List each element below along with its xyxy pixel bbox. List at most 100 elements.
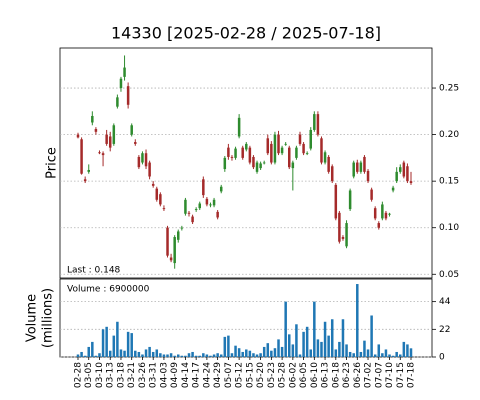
x-tick-label: 03-21 — [127, 362, 137, 388]
volume-bar — [273, 348, 277, 357]
volume-axis-label: Volume — [25, 294, 40, 342]
volume-bar — [399, 354, 402, 357]
x-tick-label: 07-07 — [374, 362, 384, 388]
volume-bar — [291, 344, 295, 357]
volume-bar — [280, 346, 284, 357]
x-tick-label: 06-13 — [321, 362, 331, 388]
volume-bar — [377, 344, 381, 357]
x-tick-label: 04-29 — [213, 362, 223, 388]
volume-bar — [87, 346, 90, 357]
candle-body — [366, 170, 370, 182]
volume-bar — [169, 353, 173, 357]
x-tick-label: 07-10 — [385, 362, 395, 388]
candle-body — [212, 199, 216, 206]
candle-body — [173, 237, 176, 264]
volume-bar — [270, 350, 273, 357]
volume-bar — [177, 354, 180, 357]
candle-body — [108, 136, 112, 148]
x-tick-label: 02-28 — [74, 362, 84, 388]
candle-body — [313, 114, 316, 130]
candle-body — [162, 208, 166, 210]
candle-body — [194, 209, 198, 211]
volume-bar — [262, 346, 266, 357]
volume-bar — [173, 355, 176, 357]
candle-body — [356, 162, 359, 172]
volume-bar — [309, 349, 312, 357]
volume-bar — [112, 335, 116, 357]
volume-bar — [302, 331, 305, 357]
volume-bar — [216, 353, 219, 357]
volume-bar — [219, 354, 223, 357]
x-tick-label: 05-07 — [224, 362, 234, 388]
candle-body — [137, 156, 141, 168]
candle-body — [76, 134, 80, 138]
candle-body — [252, 156, 255, 168]
volume-bar — [338, 341, 341, 357]
volume-bar — [255, 354, 259, 357]
volume-bar — [137, 351, 141, 357]
x-tick-label: 07-18 — [407, 362, 417, 388]
candle-body — [219, 186, 223, 192]
candle-body — [320, 138, 323, 163]
candle-body — [402, 162, 406, 177]
volume-bar — [184, 355, 187, 357]
candle-body — [330, 166, 334, 182]
volume-bar — [151, 351, 155, 357]
candle-body — [126, 86, 130, 105]
volume-bar — [80, 351, 83, 357]
volume-bar — [313, 301, 316, 357]
candle-body — [180, 227, 184, 229]
candle-body — [363, 156, 366, 172]
x-tick-label: 05-28 — [278, 362, 288, 388]
candle-body — [101, 153, 105, 156]
candle-body — [381, 204, 384, 219]
candle-body — [370, 189, 373, 200]
volume-bar — [212, 354, 216, 357]
candle-body — [177, 231, 180, 240]
volume-bar — [187, 353, 191, 357]
candle-body — [255, 162, 259, 172]
volume-bar — [159, 353, 162, 357]
candle-body — [80, 139, 83, 174]
candle-body — [406, 166, 409, 182]
x-tick-label: 03-18 — [116, 362, 126, 388]
volume-annotation: Volume : 6900000 — [67, 285, 150, 295]
volume-bar — [223, 336, 227, 357]
y-tick-label: 0.25 — [439, 84, 459, 94]
x-tick-label: 05-15 — [245, 362, 255, 388]
volume-bar — [198, 355, 201, 357]
candle-body — [302, 143, 305, 154]
volume-bar — [402, 341, 406, 357]
volume-bar — [134, 350, 137, 357]
volume-tick-label: 22 — [439, 325, 450, 335]
volume-bar — [180, 355, 184, 357]
candle-body — [316, 114, 320, 135]
candle-body — [399, 167, 402, 172]
candle-body — [409, 181, 413, 184]
candle-body — [191, 216, 194, 223]
volume-bar — [363, 340, 366, 357]
volume-bar — [191, 351, 194, 357]
candle-body — [334, 184, 338, 219]
volume-bar — [194, 355, 198, 357]
volume-bar — [259, 353, 262, 357]
candle-body — [155, 188, 159, 200]
volume-bar — [359, 351, 363, 357]
volume-bar — [105, 326, 108, 357]
volume-bar — [202, 353, 205, 357]
volume-bar — [409, 348, 413, 357]
x-tick-label: 04-03 — [159, 362, 169, 388]
candle-body — [295, 147, 298, 158]
chart-title: 14330 [2025-02-28 / 2025-07-18] — [111, 24, 381, 43]
volume-bar — [144, 349, 148, 357]
candle-body — [166, 227, 169, 256]
volume-bar — [76, 354, 80, 357]
volume-bar — [91, 341, 94, 357]
volume-bar — [205, 354, 209, 357]
volume-bar — [126, 331, 130, 357]
candle-body — [230, 156, 234, 158]
candle-body — [98, 152, 101, 154]
candle-body — [223, 157, 227, 170]
volume-bar — [391, 355, 395, 357]
volume-bar — [94, 355, 98, 357]
